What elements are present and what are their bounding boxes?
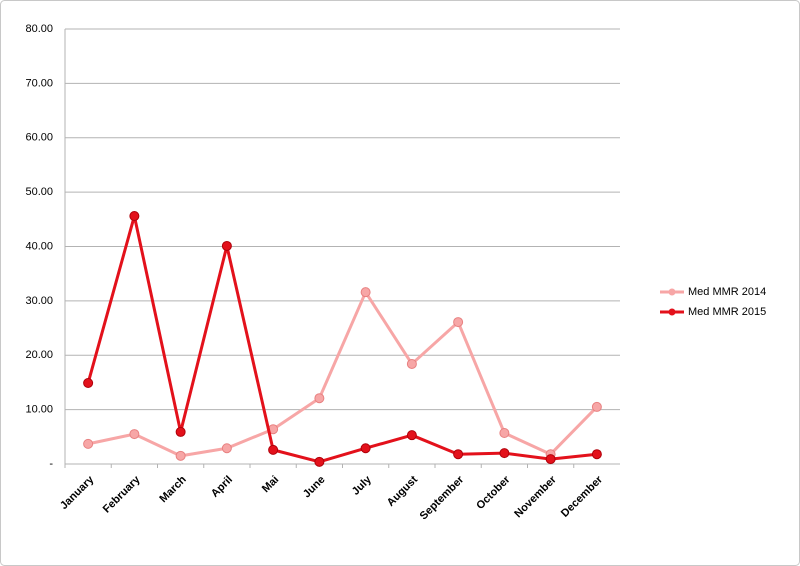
y-tick-label: - [49,458,53,470]
data-point [314,456,325,467]
y-tick-label: 50.00 [25,186,53,198]
data-point [221,443,232,454]
data-point [453,449,464,460]
series-line [86,214,598,464]
legend-label: Med MMR 2015 [688,306,766,318]
legend-marker [668,288,676,296]
y-tick-label: 30.00 [25,295,53,307]
data-point [499,448,510,459]
data-point [314,393,325,404]
y-tick-label: 20.00 [25,349,53,361]
data-point [268,444,279,455]
data-point [360,287,371,298]
legend-label: Med MMR 2014 [688,286,766,298]
y-tick-label: 60.00 [25,132,53,144]
data-point [129,429,140,440]
data-point [83,438,94,449]
data-point [83,377,94,388]
data-point [406,358,417,369]
data-point [221,240,232,251]
data-point [545,454,556,465]
y-tick-label: 80.00 [25,23,53,35]
series-line [87,290,598,458]
legend-marker [668,308,676,316]
y-tick-label: 70.00 [25,77,53,89]
data-point [499,428,510,439]
data-point [406,430,417,441]
data-point [591,449,602,460]
y-tick-label: 40.00 [25,240,53,252]
data-point [453,317,464,328]
data-point [360,443,371,454]
data-point [591,401,602,412]
data-point [175,426,186,437]
data-point [129,211,140,222]
y-tick-label: 10.00 [25,404,53,416]
data-point [175,450,186,461]
